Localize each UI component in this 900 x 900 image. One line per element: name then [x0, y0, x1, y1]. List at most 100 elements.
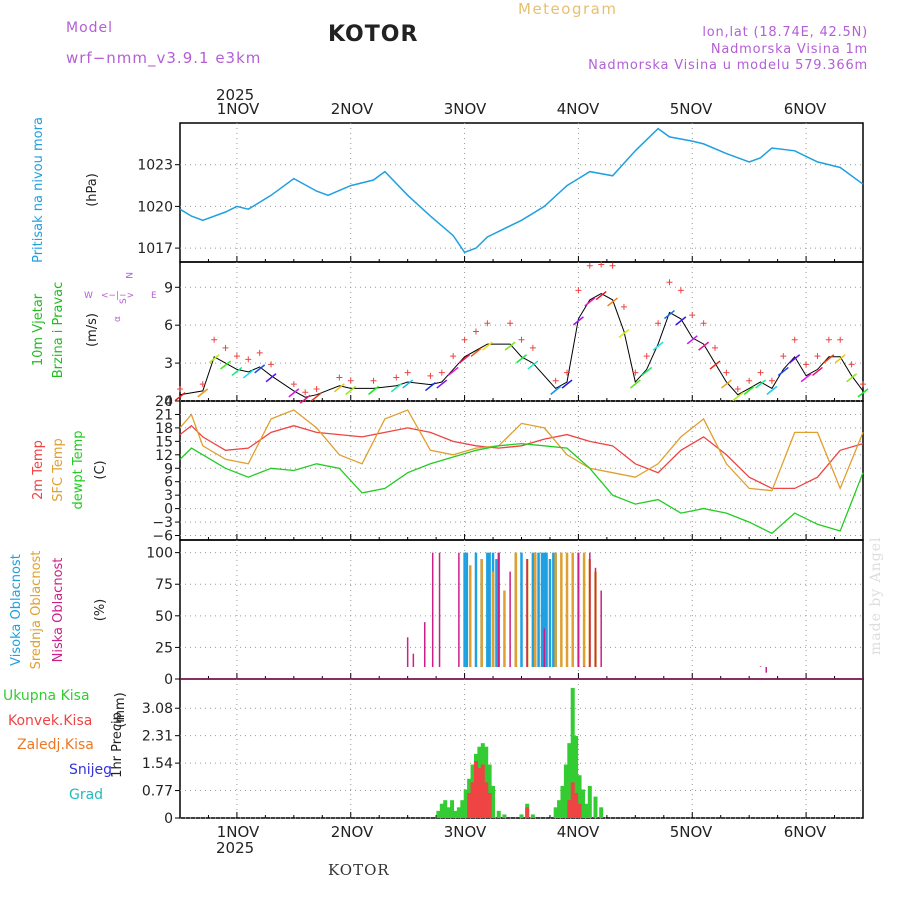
y-tick-label: −3	[152, 515, 173, 531]
wind-arrow	[390, 383, 402, 393]
wind-arrow	[424, 381, 436, 392]
y-tick-label: 3.08	[142, 701, 173, 717]
total-precip-bar	[491, 785, 496, 818]
wind-gust-marker	[586, 262, 593, 269]
wind-arrow	[561, 379, 573, 389]
y-tick-label: −6	[152, 529, 173, 545]
y-tick-label: 0	[164, 672, 173, 688]
total-precip-bar	[487, 764, 492, 818]
wind-gust-marker	[199, 381, 206, 388]
total-precip-bar	[453, 810, 458, 818]
wind-arrow	[595, 291, 607, 301]
station-title: KOTOR	[328, 22, 419, 47]
temp-unit: (C)	[93, 460, 108, 479]
lonlat-label: lon,lat (18.74E, 42.5N)	[702, 25, 868, 40]
cloud-unit: (%)	[93, 599, 108, 622]
wind-arrow	[470, 347, 482, 358]
panel-1: 0 3 6 9	[164, 261, 864, 410]
panel-4: 0 0.77 1.54 2.31 3.08	[142, 678, 864, 827]
wind-gust-marker	[472, 328, 479, 335]
plot-area: 1017102010230369−6−303691215182124025507…	[137, 122, 869, 827]
convective-precip-bar	[570, 782, 575, 818]
panel-frame	[179, 400, 864, 541]
wind-gust-marker	[222, 344, 229, 351]
wind-unit: (m/s)	[85, 313, 100, 347]
wind-arrow	[504, 341, 516, 351]
model-name: wrf−nmm_v3.9.1 e3km	[66, 49, 262, 67]
bottom-day-2nov: 2NOV	[331, 823, 374, 841]
wind-arrow	[288, 388, 300, 398]
cloud-label-high: Visoka Oblacnost	[9, 554, 24, 666]
wind-arrow	[447, 366, 459, 376]
total-precip-bar	[460, 800, 465, 818]
wind-gust-marker	[814, 353, 821, 360]
total-precip-bar	[560, 785, 565, 818]
y-tick-label: 2.31	[142, 729, 173, 745]
panel-3: 0 25 50 75 100	[146, 539, 864, 688]
pressure-label: Pritisak na nivou mora	[31, 117, 46, 263]
pressure-unit: (hPa)	[85, 173, 100, 207]
wind-arrow	[333, 383, 345, 393]
y-tick-label: 9	[164, 280, 173, 296]
panel-frame	[179, 122, 864, 263]
total-precip-bar	[553, 807, 558, 818]
wind-gust-marker	[438, 369, 445, 376]
model-label: Model	[66, 20, 114, 36]
total-precip-bar	[496, 810, 501, 818]
y-tick-label: 1017	[137, 241, 173, 257]
wind-arrow	[652, 341, 664, 351]
top-day-4nov: 4NOV	[557, 100, 600, 118]
wind-arrow	[618, 328, 630, 339]
model-elevation-label: Nadmorska Visina u modelu 579.366m	[588, 58, 868, 73]
wind-arrow	[572, 316, 584, 326]
total-precip-bar	[577, 775, 582, 818]
bottom-day-1nov: 1NOV	[217, 823, 260, 841]
compass-alpha: α	[113, 316, 123, 322]
y-tick-label: 6	[164, 318, 173, 334]
wind-compass: W E N <−|−> α S	[84, 272, 157, 322]
precip-unit: (mm)	[113, 692, 128, 727]
wind-gust-marker	[507, 320, 514, 327]
dewpt-line	[179, 442, 864, 535]
y-tick-label: 21	[155, 407, 173, 423]
wind-gust-marker	[723, 369, 730, 376]
meteogram-label: Meteogram	[518, 0, 618, 18]
top-year-label: 2025	[216, 86, 254, 104]
wind-arrow	[208, 354, 220, 364]
wind-gust-marker	[860, 381, 866, 388]
wind-arrow	[755, 379, 767, 389]
convective-precip-bar	[470, 782, 475, 818]
y-tick-label: 0	[164, 811, 173, 827]
wind-gust-marker	[529, 344, 536, 351]
wind-arrow	[345, 385, 357, 395]
wind-arrow	[242, 369, 254, 379]
wind-arrow	[299, 394, 311, 404]
wind-arrow	[777, 366, 789, 376]
y-tick-label: 75	[155, 577, 173, 593]
y-tick-label: 1.54	[142, 756, 173, 772]
compass-e: E	[151, 291, 157, 301]
cloud-label-low: Niska Oblacnost	[51, 558, 66, 663]
wind-arrow	[709, 360, 721, 370]
bottom-day-5nov: 5NOV	[670, 823, 713, 841]
y-tick-label: 3	[164, 488, 173, 504]
y-tick-label: 1020	[137, 199, 173, 215]
wind-gust-marker	[370, 377, 377, 384]
wind-speed-line	[179, 293, 864, 398]
wind-gust-marker	[712, 344, 719, 351]
y-tick-label: 25	[155, 640, 173, 656]
y-tick-label: 6	[164, 475, 173, 491]
wind-gust-marker	[780, 353, 787, 360]
wind-arrow	[311, 392, 323, 402]
wind-arrow	[823, 354, 835, 364]
wind-arrow	[459, 354, 471, 364]
pressure-line	[179, 127, 864, 254]
temp-label-sfc: SFC Temp	[51, 438, 66, 502]
wind-gust-marker	[313, 385, 320, 392]
total-precip-bar	[439, 803, 444, 818]
wind-gust-marker	[677, 287, 684, 294]
wind-gust-marker	[768, 377, 775, 384]
top-day-3nov: 3NOV	[444, 100, 487, 118]
convective-precip-bar	[574, 793, 579, 818]
y-tick-label: 9	[164, 461, 173, 477]
